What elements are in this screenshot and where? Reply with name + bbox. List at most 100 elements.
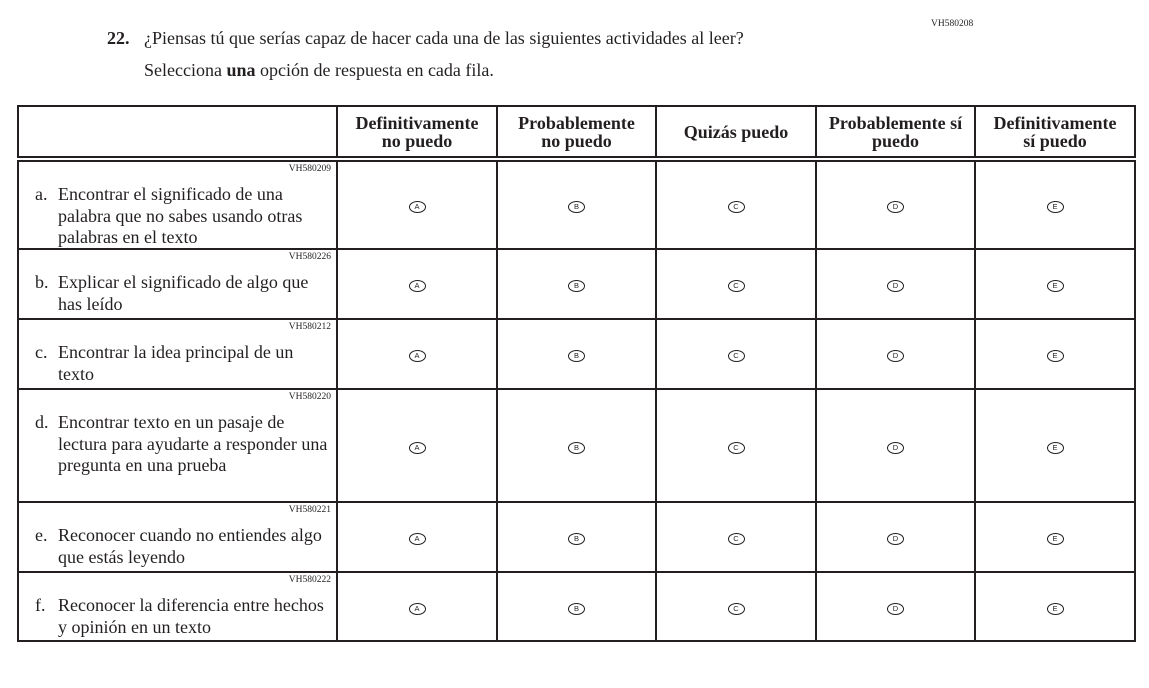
response-bubble[interactable]: E — [1046, 280, 1064, 292]
column-header-line1: Probablemente — [518, 112, 635, 133]
response-bubble[interactable]: B — [568, 533, 585, 545]
response-bubble[interactable]: B — [568, 201, 585, 213]
column-header: Quizás puedo — [655, 105, 817, 162]
option-cell: D — [815, 501, 976, 573]
response-bubble[interactable]: A — [408, 350, 426, 362]
row-label: VH580209 a. Encontrar el significado de un… — [17, 158, 338, 250]
item-text-block: c. Encontrar la idea principal de un text… — [35, 342, 328, 385]
column-header-line1: Quizás puedo — [683, 121, 789, 142]
response-bubble[interactable]: C — [727, 533, 745, 545]
response-grid: Definitivamente no puedo Probablemente no p… — [17, 105, 1136, 642]
item-text-block: a. Encontrar el significado de una palabr… — [35, 184, 328, 249]
response-bubble[interactable]: B — [568, 602, 585, 615]
response-bubble[interactable]: C — [727, 280, 745, 292]
option-cell: A — [336, 388, 498, 503]
option-cell: B — [496, 248, 657, 320]
column-header-line1: Probablemente sí — [828, 112, 963, 133]
column-header: Definitivamente no puedo — [336, 105, 498, 162]
option-cell: B — [496, 158, 657, 250]
option-cell: E — [974, 388, 1136, 503]
response-bubble[interactable]: D — [887, 201, 904, 213]
column-header: Definitivamente sí puedo — [974, 105, 1136, 162]
option-cell: B — [496, 388, 657, 503]
column-header-line1: Definitivamente — [993, 112, 1117, 133]
option-cell: E — [974, 158, 1136, 250]
item-letter: f. — [35, 595, 46, 615]
response-bubble[interactable]: E — [1046, 533, 1064, 545]
instruction-bold: una — [226, 60, 256, 80]
option-cell: B — [496, 318, 657, 390]
response-bubble[interactable]: A — [408, 602, 426, 615]
item-letter: e. — [35, 525, 48, 545]
option-cell: D — [815, 158, 976, 250]
question-code: VH580208 — [931, 19, 974, 29]
header-row: Definitivamente no puedo Probablemente no p… — [17, 105, 1136, 162]
item-text: Reconocer cuando no entiendes algo que e… — [58, 525, 322, 567]
response-bubble[interactable]: A — [408, 280, 426, 292]
response-bubble[interactable]: C — [727, 441, 745, 454]
response-bubble[interactable]: D — [887, 441, 904, 454]
column-header-line2: no puedo — [381, 130, 453, 151]
column-header: Probablemente sí puedo — [815, 105, 976, 162]
response-bubble[interactable]: D — [887, 602, 904, 615]
row-label: VH580220 d. Encontrar texto en un pasaje d… — [17, 388, 338, 503]
item-text-block: d. Encontrar texto en un pasaje de lectur… — [35, 412, 328, 477]
option-cell: C — [655, 248, 817, 320]
response-bubble[interactable]: A — [408, 201, 426, 213]
response-bubble[interactable]: E — [1046, 441, 1064, 454]
response-bubble[interactable]: A — [408, 533, 426, 545]
option-cell: C — [655, 501, 817, 573]
column-header-line2: puedo — [871, 130, 920, 151]
option-cell: C — [655, 318, 817, 390]
response-bubble[interactable]: D — [887, 533, 904, 545]
response-bubble[interactable]: B — [568, 280, 585, 292]
question-text: ¿Piensas tú que serías capaz de hacer ca… — [144, 28, 744, 48]
column-header: Probablemente no puedo — [496, 105, 657, 162]
response-bubble[interactable]: C — [727, 350, 745, 362]
item-letter: c. — [35, 342, 48, 362]
column-header-line2: sí puedo — [1023, 130, 1087, 151]
response-bubble[interactable]: D — [887, 350, 904, 362]
item-code: VH580220 — [288, 392, 331, 402]
item-letter: b. — [35, 272, 49, 292]
option-cell: D — [815, 388, 976, 503]
row-label: VH580222 f. Reconocer la diferencia entre … — [17, 571, 338, 642]
row-label: VH580221 e. Reconocer cuando no entiendes … — [17, 501, 338, 573]
response-bubble[interactable]: E — [1046, 350, 1064, 362]
option-cell: D — [815, 318, 976, 390]
item-code: VH580212 — [288, 322, 331, 332]
question-instruction: Selecciona una opción de respuesta en ca… — [144, 60, 494, 81]
item-text: Encontrar texto en un pasaje de lectura … — [58, 412, 328, 475]
response-bubble[interactable]: A — [408, 441, 426, 454]
option-cell: C — [655, 158, 817, 250]
option-cell: C — [655, 571, 817, 642]
row-label: VH580212 c. Encontrar la idea principal de… — [17, 318, 338, 390]
response-bubble[interactable]: C — [727, 602, 745, 615]
header-blank — [17, 105, 338, 162]
option-cell: E — [974, 318, 1136, 390]
item-text-block: e. Reconocer cuando no entiendes algo que… — [35, 525, 328, 568]
item-text: Explicar el significado de algo que has … — [58, 272, 309, 314]
option-cell: E — [974, 501, 1136, 573]
option-cell: D — [815, 248, 976, 320]
response-bubble[interactable]: E — [1046, 201, 1064, 213]
table-row: VH580209 a. Encontrar el significado de un… — [17, 158, 1136, 250]
option-cell: E — [974, 248, 1136, 320]
response-bubble[interactable]: C — [727, 201, 745, 213]
response-bubble[interactable]: B — [568, 350, 585, 362]
item-text: Reconocer la diferencia entre hechos y o… — [58, 595, 324, 637]
item-code: VH580209 — [288, 164, 331, 174]
instruction-pre: Selecciona — [144, 60, 227, 80]
response-bubble[interactable]: D — [887, 280, 904, 292]
column-header-line1: Definitivamente — [355, 112, 479, 133]
option-cell: B — [496, 501, 657, 573]
option-cell: A — [336, 318, 498, 390]
response-bubble[interactable]: E — [1046, 602, 1064, 615]
item-text-block: b. Explicar el significado de algo que ha… — [35, 272, 328, 315]
item-text: Encontrar la idea principal de un texto — [58, 342, 294, 384]
response-bubble[interactable]: B — [568, 441, 585, 454]
option-cell: B — [496, 571, 657, 642]
table-row: VH580220 d. Encontrar texto en un pasaje d… — [17, 388, 1136, 503]
table-row: VH580226 b. Explicar el significado de alg… — [17, 248, 1136, 320]
column-header-line2: no puedo — [541, 130, 612, 151]
